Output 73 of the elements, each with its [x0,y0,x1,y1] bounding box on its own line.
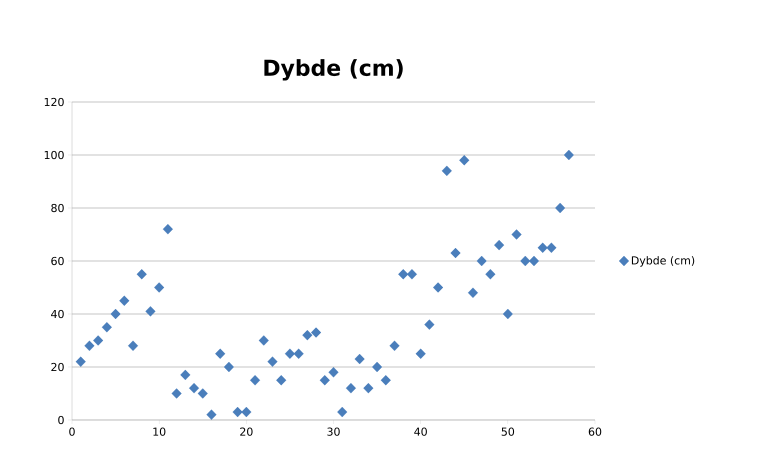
point [520,256,530,266]
y-tick-label: 0 [58,416,64,424]
point [494,240,504,250]
point [224,362,234,372]
point [363,382,374,394]
x-tick-label: 40 [414,428,427,436]
point [267,356,278,367]
point [442,166,452,176]
point [284,348,295,359]
point [93,335,104,346]
point [110,308,121,320]
x-tick-label: 10 [153,428,166,436]
point [538,242,548,253]
point [433,282,444,293]
point [128,340,138,351]
x-tick-label: 30 [327,428,340,436]
x-tick-label: 50 [502,428,514,436]
point [511,229,522,240]
point [328,367,339,378]
point [310,327,322,338]
point [172,388,182,399]
point [180,370,190,380]
point [502,308,513,320]
x-tick-label: 60 [588,428,602,436]
point [528,256,540,266]
y-tick-label: 80 [51,204,64,212]
point [76,356,86,367]
point [215,348,226,359]
point [206,409,217,420]
point [162,224,173,234]
y-tick-label: 120 [44,98,64,106]
point [188,382,200,394]
point [232,406,243,418]
y-tick-label: 60 [51,256,64,266]
x-tick-label: 0 [69,428,75,436]
point [302,330,312,340]
point [119,296,130,306]
legend-label: Dybde (cm) [632,256,694,267]
point [198,388,208,399]
y-tick-label: 20 [51,362,64,372]
y-tick-label: 100 [44,150,64,160]
point [555,202,566,214]
point [564,150,574,160]
point [320,375,330,386]
point [416,348,426,359]
point [468,288,478,298]
point [372,362,382,372]
point [154,282,164,293]
point [398,269,408,280]
point [380,375,391,386]
point [258,335,269,346]
point [250,375,260,386]
point [346,382,356,394]
point [389,340,400,351]
point [241,406,252,418]
point [459,155,470,166]
x-tick-label: 20 [240,428,253,436]
point [145,306,156,317]
point [546,242,556,253]
point [485,269,496,280]
point [102,322,112,332]
point [294,348,304,359]
point [450,248,461,258]
point [84,340,95,351]
point [354,354,365,364]
point [406,269,418,280]
point [424,319,434,330]
point [136,269,147,280]
chart-title: Dybde (cm) [264,59,403,80]
point [476,256,487,266]
y-tick-label: 40 [51,310,64,318]
point [276,375,286,386]
point [337,406,348,418]
